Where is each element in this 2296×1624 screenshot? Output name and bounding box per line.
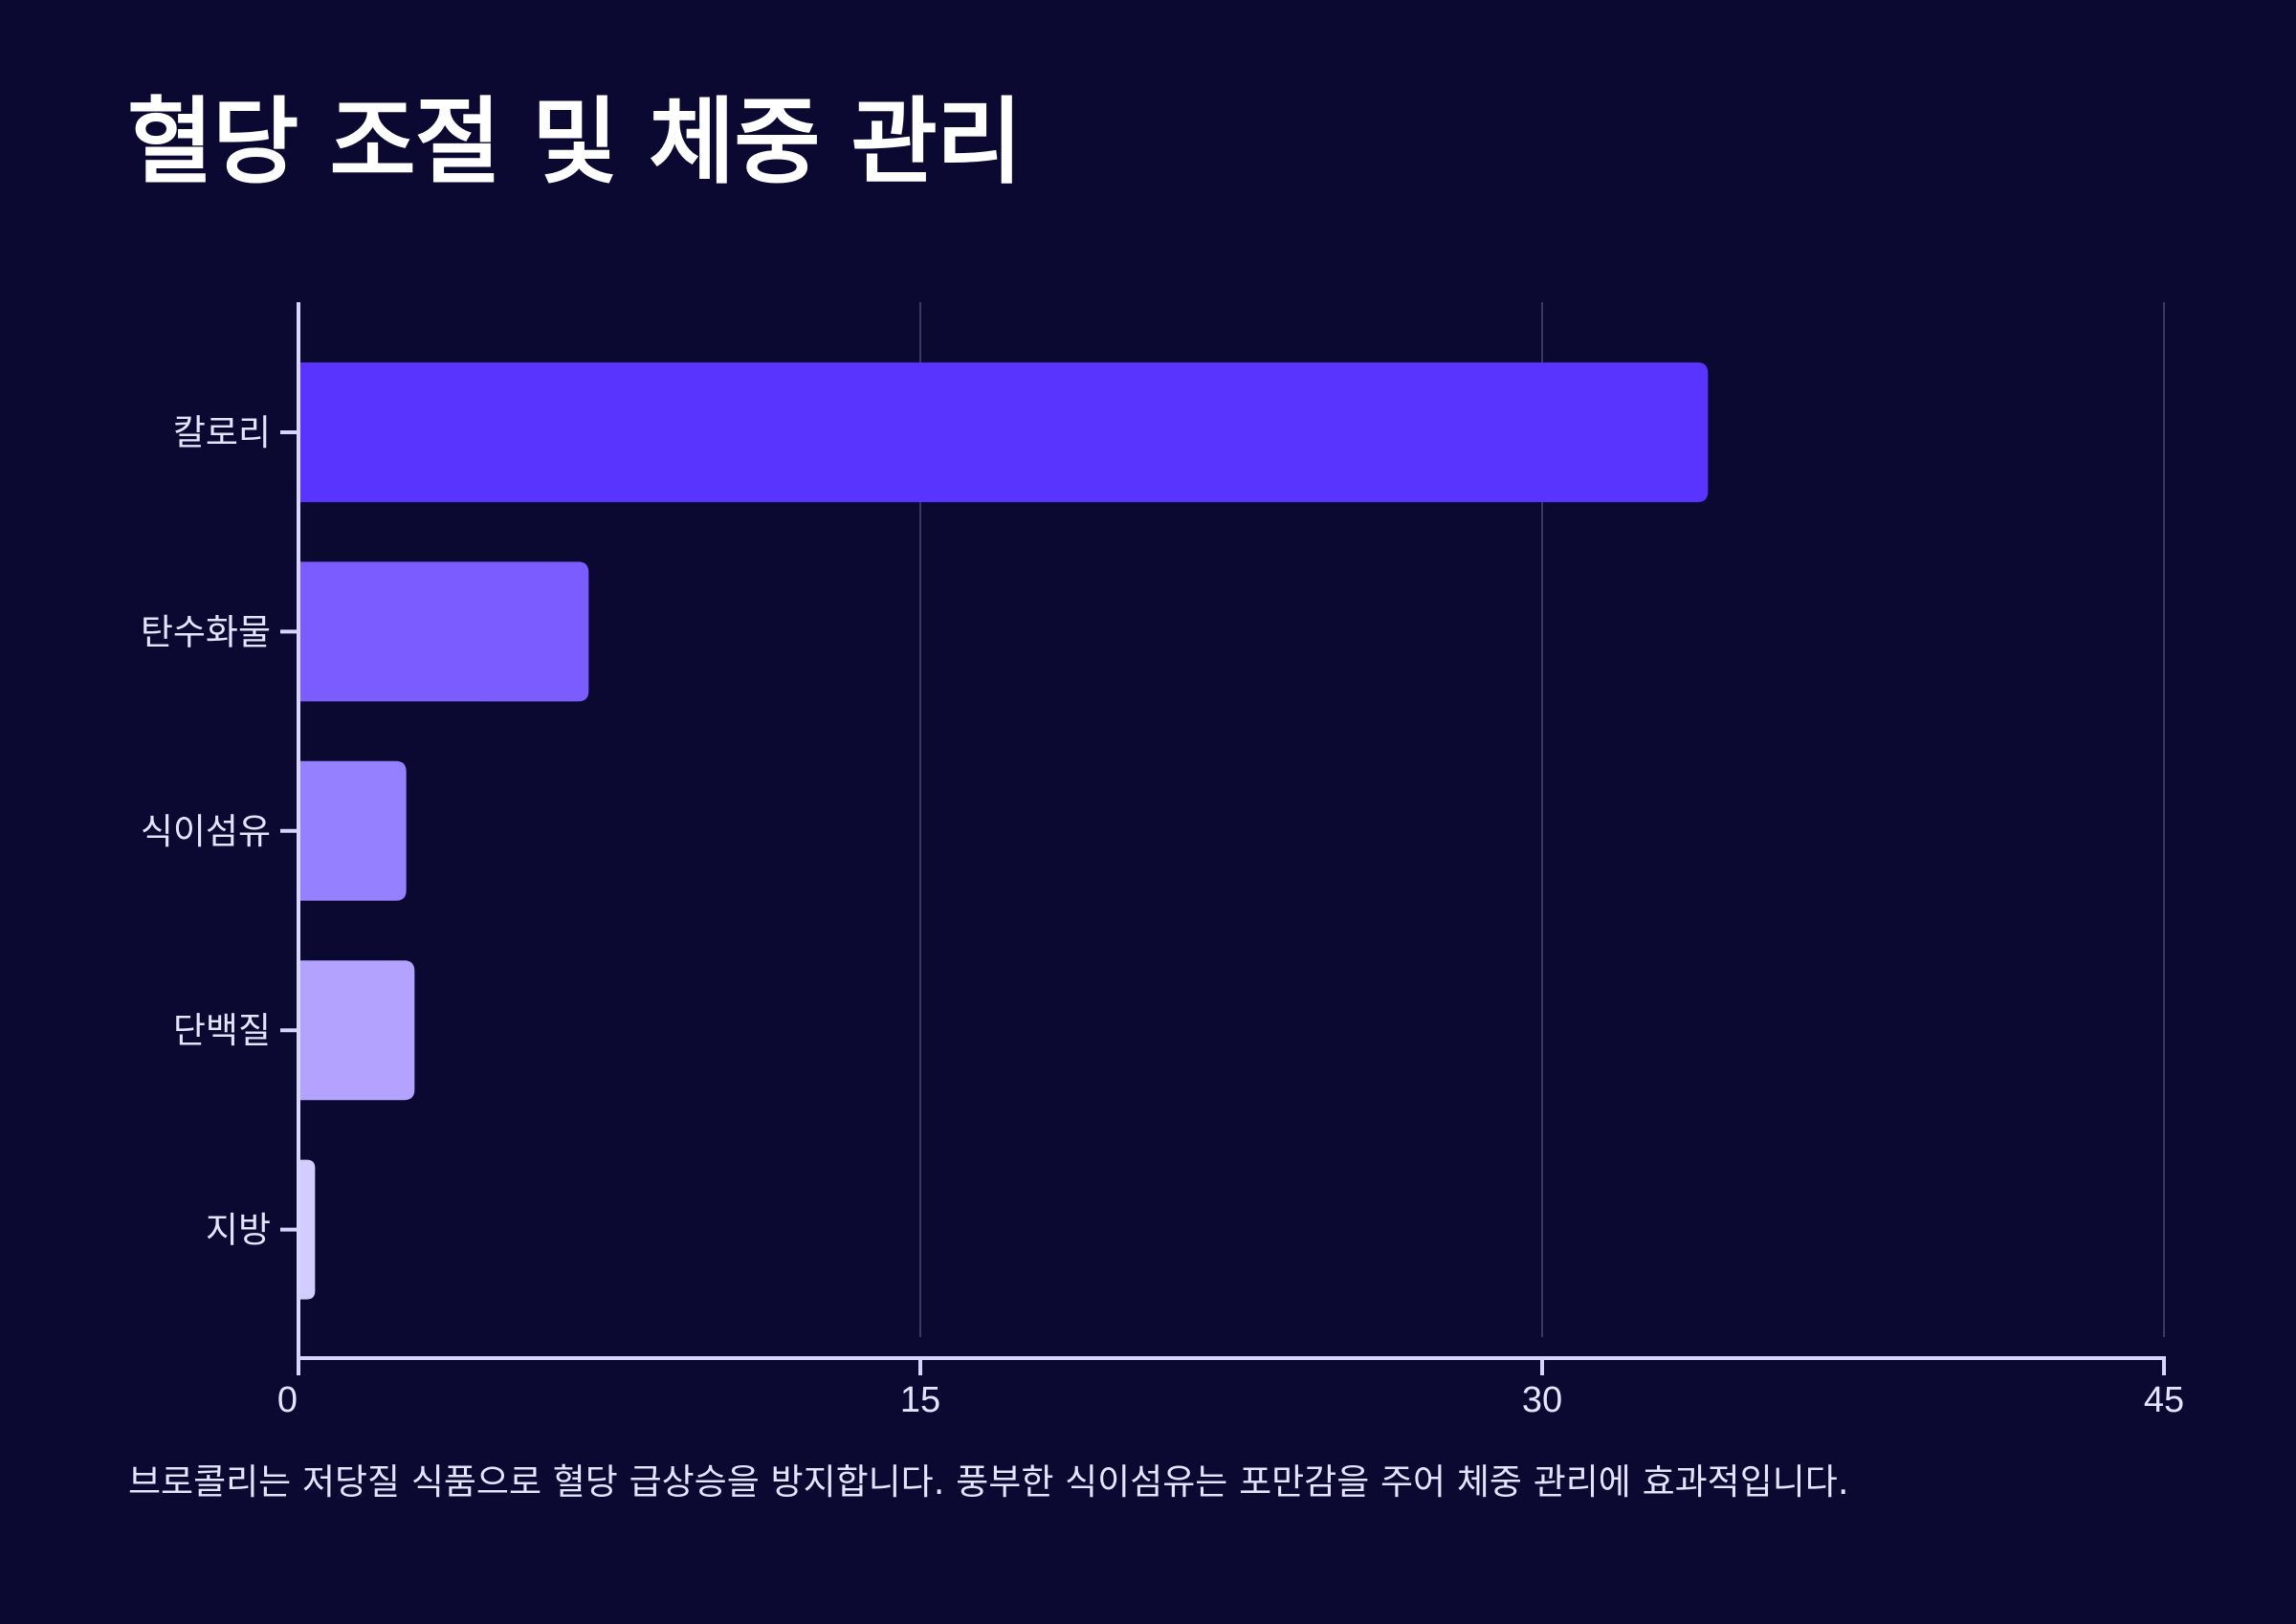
category-label-0: 칼로리 — [173, 412, 271, 453]
bar-0 — [298, 362, 1709, 502]
bar-2 — [298, 760, 407, 901]
bar-1 — [298, 561, 589, 702]
bar-3 — [298, 960, 415, 1101]
chart-caption: 브로콜리는 저당질 식품으로 혈당 급상승을 방지합니다. 풍부한 식이섬유는 … — [128, 1461, 1849, 1503]
bar-4 — [298, 1159, 316, 1300]
x-tick-label-45: 45 — [2144, 1380, 2184, 1420]
x-tick-label-0: 0 — [277, 1380, 298, 1420]
x-tick-label-30: 30 — [1522, 1380, 1562, 1420]
x-tick-label-15: 15 — [900, 1380, 940, 1420]
category-label-4: 지방 — [206, 1210, 271, 1251]
category-label-2: 식이섬유 — [141, 811, 271, 852]
category-label-3: 단백질 — [173, 1010, 271, 1051]
category-label-1: 탄수화물 — [141, 611, 271, 652]
chart-title: 혈당 조절 및 체중 관리 — [127, 88, 1023, 197]
